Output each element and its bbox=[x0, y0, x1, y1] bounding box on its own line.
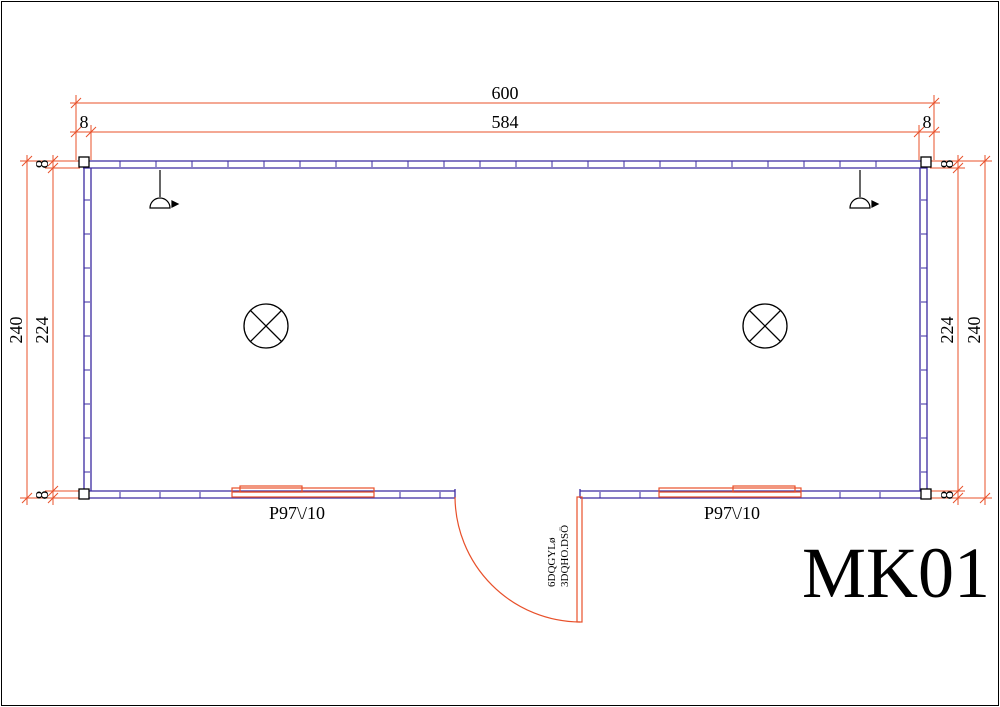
left-offset-label: 8 bbox=[80, 112, 89, 132]
light-fixture-icon bbox=[243, 303, 289, 349]
left-bottom-offset-label: 8 bbox=[32, 491, 52, 500]
left-overall-height-label: 240 bbox=[6, 317, 26, 344]
corner-post bbox=[920, 488, 932, 500]
left-dimensions bbox=[20, 155, 80, 505]
light-fixture-icon bbox=[742, 303, 788, 349]
walls bbox=[83, 160, 928, 499]
window-left bbox=[231, 485, 375, 498]
right-offset-label: 8 bbox=[923, 112, 932, 132]
door-label-line1: 6DQGYLø bbox=[546, 537, 558, 587]
wall-corrugation-ticks bbox=[84, 161, 927, 498]
right-overall-height-label: 240 bbox=[964, 317, 984, 344]
door-label-line2: 3DQHO.DSÖ bbox=[559, 525, 571, 587]
corner-post bbox=[78, 488, 90, 500]
corner-post bbox=[920, 156, 932, 168]
left-top-offset-label: 8 bbox=[32, 160, 52, 169]
left-inner-height-label: 224 bbox=[32, 317, 52, 344]
right-inner-height-label: 224 bbox=[937, 317, 957, 344]
wall-lamp-icon bbox=[849, 170, 880, 209]
drawing-title: MK01 bbox=[802, 533, 990, 613]
corner-post bbox=[78, 156, 90, 168]
right-top-offset-label: 8 bbox=[937, 160, 957, 169]
wall-lamp-icon bbox=[149, 170, 180, 209]
window-right-label: P97\/10 bbox=[704, 503, 760, 523]
corner-posts bbox=[78, 156, 932, 500]
right-dimensions bbox=[930, 155, 992, 505]
window-right bbox=[658, 485, 802, 498]
top-dimensions bbox=[70, 95, 940, 160]
inner-width-label: 584 bbox=[492, 112, 519, 132]
door bbox=[454, 496, 583, 623]
overall-width-label: 600 bbox=[492, 83, 519, 103]
right-bottom-offset-label: 8 bbox=[937, 491, 957, 500]
window-left-label: P97\/10 bbox=[269, 503, 325, 523]
